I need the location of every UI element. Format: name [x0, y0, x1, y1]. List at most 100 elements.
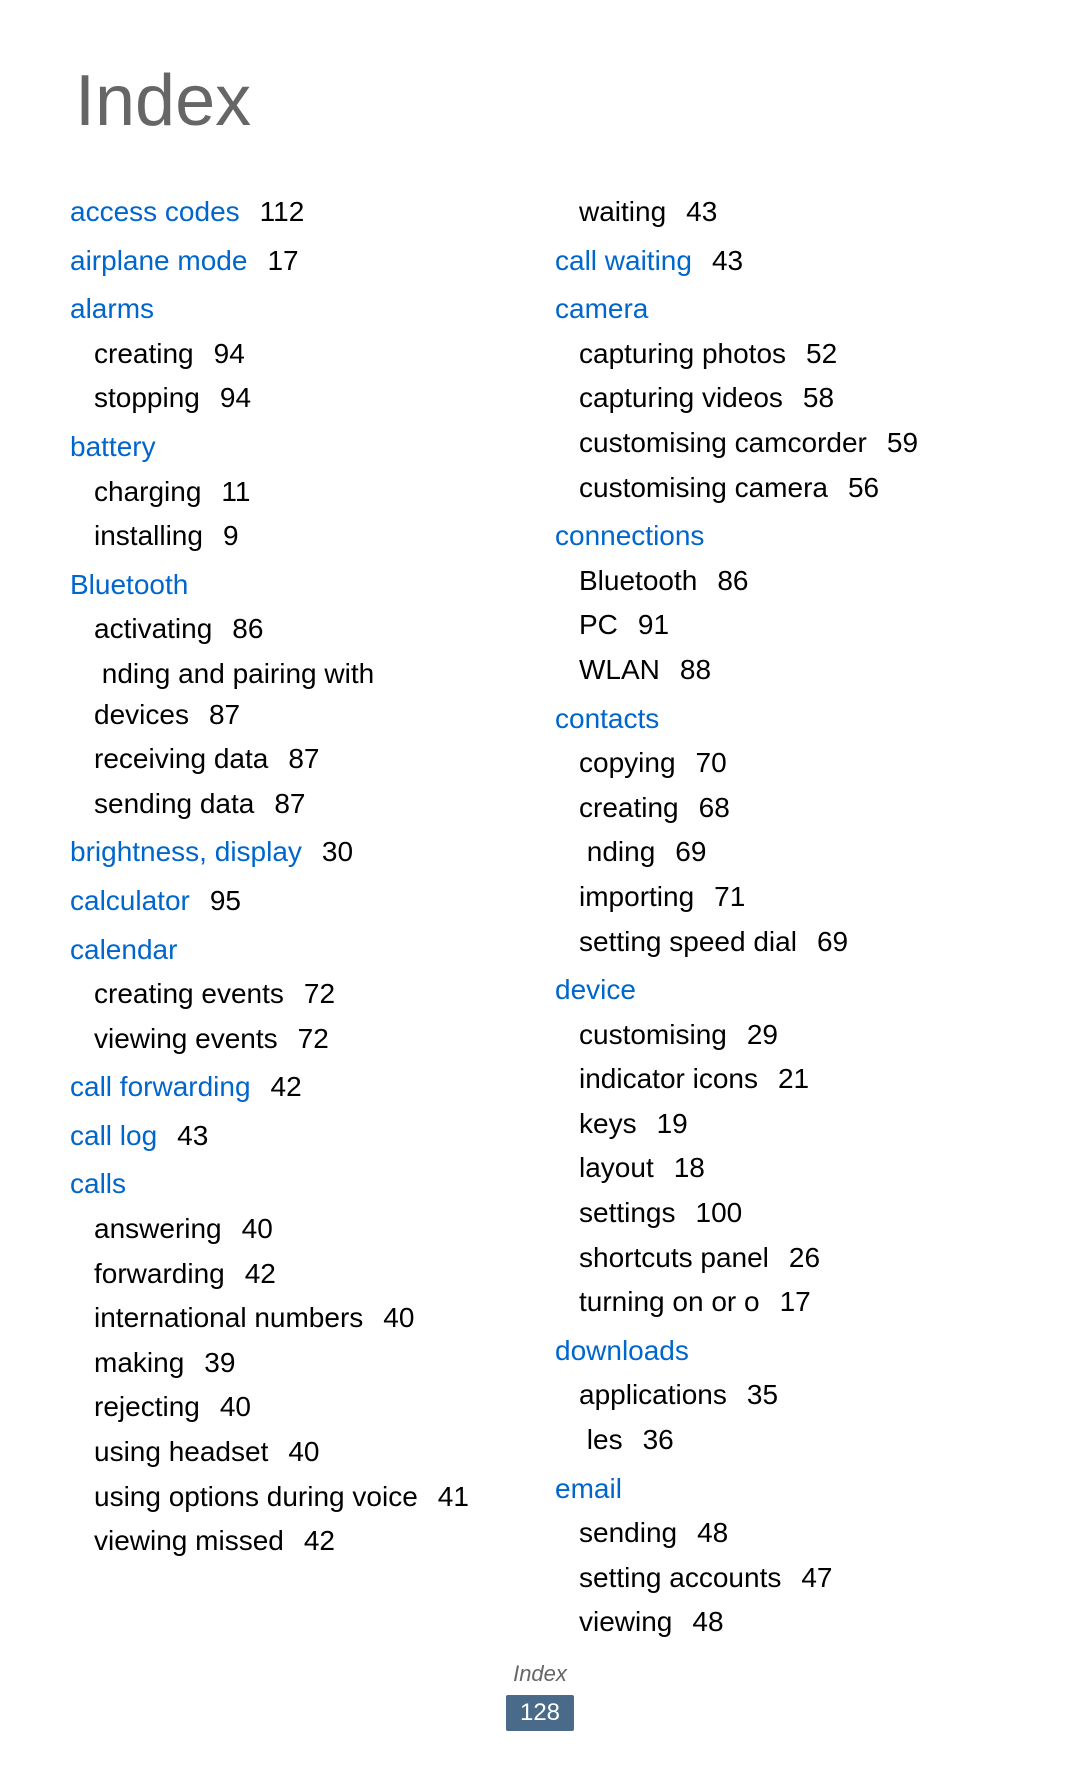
index-section: calendarcreating events72viewing events7… [70, 930, 525, 1060]
index-main-entry[interactable]: device [555, 970, 1010, 1011]
index-entry-label: capturing photos [579, 338, 786, 369]
index-entry-page: 69 [817, 926, 848, 957]
index-sub-entry[interactable]: viewing events72 [94, 1019, 525, 1060]
index-main-entry[interactable]: brightness, display30 [70, 832, 525, 873]
index-entry-label: copying [579, 747, 676, 778]
index-main-entry[interactable]: alarms [70, 289, 525, 330]
index-sub-entry[interactable]: making39 [94, 1343, 525, 1384]
index-sub-entry[interactable]: les36 [579, 1420, 1010, 1461]
index-sub-entry[interactable]: international numbers40 [94, 1298, 525, 1339]
index-main-entry[interactable]: camera [555, 289, 1010, 330]
index-main-entry[interactable]: call log43 [70, 1116, 525, 1157]
index-sub-entry[interactable]: answering40 [94, 1209, 525, 1250]
index-entry-page: 91 [638, 609, 669, 640]
index-entry-label: turning on or o [579, 1286, 760, 1317]
index-section: emailsending48setting accounts47viewing4… [555, 1469, 1010, 1643]
index-section: calls answering40forwarding42internationa… [70, 1164, 525, 1561]
index-entry-page: 42 [245, 1258, 276, 1289]
index-sub-entry[interactable]: turning on or o17 [579, 1282, 1010, 1323]
index-sub-entry[interactable]: using headset40 [94, 1432, 525, 1473]
index-sub-entry[interactable]: customising29 [579, 1015, 1010, 1056]
index-entry-label: camera [555, 293, 648, 324]
index-entry-label: viewing missed [94, 1525, 284, 1556]
index-sub-entry[interactable]: capturing videos58 [579, 378, 1010, 419]
index-entry-label: airplane mode [70, 245, 247, 276]
index-sub-entry[interactable]: waiting43 [579, 192, 1010, 233]
index-section: call waiting43 [555, 241, 1010, 282]
index-entry-label: downloads [555, 1335, 689, 1366]
index-section: call forwarding42 [70, 1067, 525, 1108]
index-main-entry[interactable]: Bluetooth [70, 565, 525, 606]
index-main-entry[interactable]: airplane mode17 [70, 241, 525, 282]
index-sub-entry[interactable]: viewing missed 42 [94, 1521, 525, 1562]
index-entry-page: 18 [674, 1152, 705, 1183]
index-sub-entry[interactable]: rejecting40 [94, 1387, 525, 1428]
index-sub-entry[interactable]: WLAN88 [579, 650, 1010, 691]
index-entry-label: sending data [94, 788, 254, 819]
index-main-entry[interactable]: contacts [555, 699, 1010, 740]
index-sub-entry[interactable]: stopping94 [94, 378, 525, 419]
index-sub-entry[interactable]: shortcuts panel26 [579, 1238, 1010, 1279]
index-sub-entry[interactable]: applications35 [579, 1375, 1010, 1416]
index-sub-entry[interactable]: nding69 [579, 832, 1010, 873]
index-sub-entry[interactable]: viewing48 [579, 1602, 1010, 1643]
index-entry-label: keys [579, 1108, 637, 1139]
index-sub-entry[interactable]: layout18 [579, 1148, 1010, 1189]
index-sub-entry[interactable]: activating86 [94, 609, 525, 650]
index-sub-entry[interactable]: Bluetooth86 [579, 561, 1010, 602]
index-sub-entry[interactable]: nding and pairing with devices87 [94, 654, 525, 735]
index-sub-entry[interactable]: installing9 [94, 516, 525, 557]
index-entry-page: 88 [680, 654, 711, 685]
index-entry-page: 19 [657, 1108, 688, 1139]
index-sub-entry[interactable]: sending data87 [94, 784, 525, 825]
index-entry-page: 42 [304, 1525, 335, 1556]
index-main-entry[interactable]: calendar [70, 930, 525, 971]
index-sub-entry[interactable]: settings100 [579, 1193, 1010, 1234]
index-sub-entry[interactable]: creating68 [579, 788, 1010, 829]
index-section: devicecustomising29indicator icons21keys… [555, 970, 1010, 1323]
index-sub-entry[interactable]: importing71 [579, 877, 1010, 918]
index-sub-entry[interactable]: setting speed dial 69 [579, 922, 1010, 963]
index-sub-entry[interactable]: copying70 [579, 743, 1010, 784]
index-entry-page: 48 [697, 1517, 728, 1548]
index-entry-label: importing [579, 881, 694, 912]
index-entry-label: viewing [579, 1606, 672, 1637]
index-sub-entry[interactable]: PC91 [579, 605, 1010, 646]
index-sub-entry[interactable]: indicator icons21 [579, 1059, 1010, 1100]
index-sub-entry[interactable]: keys 19 [579, 1104, 1010, 1145]
index-entry-page: 40 [383, 1302, 414, 1333]
index-entry-label: indicator icons [579, 1063, 758, 1094]
index-sub-entry[interactable]: using options during voice41 [94, 1477, 525, 1518]
index-main-entry[interactable]: access codes112 [70, 192, 525, 233]
index-sub-entry[interactable]: customising camcorder59 [579, 423, 1010, 464]
index-sub-entry[interactable]: charging11 [94, 472, 525, 513]
index-entry-page: 41 [438, 1481, 469, 1512]
index-entry-label: setting accounts [579, 1562, 781, 1593]
index-sub-entry[interactable]: receiving data87 [94, 739, 525, 780]
index-main-entry[interactable]: downloads [555, 1331, 1010, 1372]
index-main-entry[interactable]: calls [70, 1164, 525, 1205]
index-main-entry[interactable]: email [555, 1469, 1010, 1510]
index-sub-entry[interactable]: creating94 [94, 334, 525, 375]
index-entry-label: alarms [70, 293, 154, 324]
index-section: call log43 [70, 1116, 525, 1157]
index-sub-entry[interactable]: customising camera56 [579, 468, 1010, 509]
index-section: connectionsBluetooth86PC91WLAN88 [555, 516, 1010, 690]
index-entry-label: calls [70, 1168, 126, 1199]
index-section: alarms creating94stopping94 [70, 289, 525, 419]
index-entry-label: setting speed dial [579, 926, 797, 957]
index-sub-entry[interactable]: sending48 [579, 1513, 1010, 1554]
index-main-entry[interactable]: call forwarding42 [70, 1067, 525, 1108]
index-sub-entry[interactable]: capturing photos52 [579, 334, 1010, 375]
index-entry-label: call waiting [555, 245, 692, 276]
index-main-entry[interactable]: connections [555, 516, 1010, 557]
index-sub-entry[interactable]: creating events72 [94, 974, 525, 1015]
index-main-entry[interactable]: calculator95 [70, 881, 525, 922]
index-section: downloads applications35 les36 [555, 1331, 1010, 1461]
index-entry-page: 59 [887, 427, 918, 458]
index-main-entry[interactable]: battery [70, 427, 525, 468]
index-sub-entry[interactable]: forwarding42 [94, 1254, 525, 1295]
index-sub-entry[interactable]: setting accounts47 [579, 1558, 1010, 1599]
index-main-entry[interactable]: call waiting43 [555, 241, 1010, 282]
index-entry-page: 72 [304, 978, 335, 1009]
